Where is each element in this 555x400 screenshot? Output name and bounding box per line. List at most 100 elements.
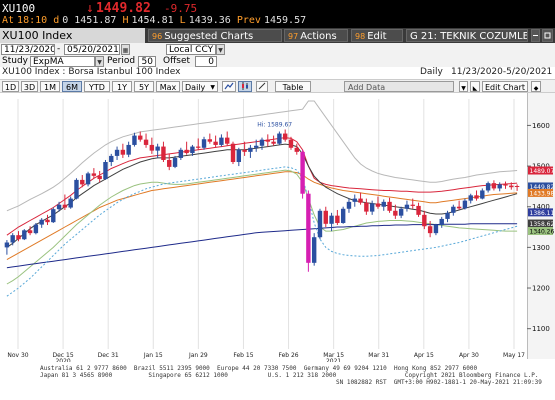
period-button-max[interactable]: Max — [156, 81, 180, 92]
candle-body — [433, 225, 439, 234]
study-select[interactable]: ExpMA — [30, 56, 95, 67]
indicator-line-2 — [6, 171, 518, 261]
candle-body — [190, 146, 195, 154]
prev-label: Prev — [236, 15, 261, 26]
year-label: 2021 — [326, 358, 341, 363]
price-chart-area[interactable]: Hi: 1589.671600150014001300120011001489.… — [0, 93, 555, 400]
candle-body — [503, 184, 508, 186]
draw-tools-icon[interactable] — [256, 81, 268, 92]
edit-chart-button[interactable]: Edit Chart — [482, 81, 528, 92]
expand-icon[interactable] — [542, 29, 553, 42]
period-button-1d[interactable]: 1D — [2, 81, 19, 92]
y-tick-label: 1200 — [532, 285, 550, 293]
candle-body — [509, 185, 514, 188]
indicator-line-0 — [6, 100, 518, 212]
actions-number: 97 — [288, 32, 299, 41]
footer-copyright-line: Japan 81 3 4565 8900 Singapore 65 6212 1… — [40, 372, 539, 379]
frequency-select[interactable]: Daily ▼ — [182, 81, 218, 92]
suggested-charts-button[interactable]: 96 Suggested Charts — [148, 29, 282, 42]
down-arrow-icon: ↓ — [86, 1, 94, 16]
period-button-1m[interactable]: 1M — [40, 81, 60, 92]
actions-button[interactable]: 97 Actions — [284, 29, 348, 42]
period-button-6m[interactable]: 6M — [62, 81, 82, 92]
x-tick-label: May 17 — [503, 352, 525, 359]
candle-body — [201, 139, 207, 148]
candle-body — [404, 204, 410, 209]
candle-body — [4, 242, 10, 248]
candle-body — [358, 198, 363, 203]
last-price: 1449.82 — [96, 1, 151, 16]
currency-select[interactable]: Local CCY — [166, 44, 216, 55]
candle-body — [369, 203, 375, 212]
price-tag-box — [528, 166, 553, 175]
low-label: L — [179, 15, 186, 26]
candle-body — [381, 201, 386, 207]
y-tick-label: 1400 — [532, 203, 550, 211]
price-tag-label: 1340.26 — [530, 229, 555, 236]
candle-body — [259, 139, 265, 146]
period-label: Period — [107, 56, 136, 66]
candle-body — [346, 201, 352, 209]
candle-body — [16, 235, 21, 240]
date-range-label: 11/23/2020-5/20/2021 — [451, 67, 553, 77]
end-date-field[interactable]: 05/20/2021 — [64, 44, 120, 55]
candle-chart-icon[interactable] — [238, 81, 252, 92]
candle-body — [329, 215, 334, 224]
edit-chart-expand-icon[interactable]: ◣ — [470, 81, 480, 92]
line-chart-icon[interactable] — [222, 81, 236, 92]
x-tick-label: Jan 15 — [143, 352, 163, 359]
candle-body — [398, 208, 404, 216]
candlestick-chart[interactable]: Hi: 1589.671600150014001300120011001489.… — [0, 93, 555, 363]
candle-body — [491, 183, 497, 189]
candle-body — [219, 137, 224, 145]
price-tag-box — [528, 188, 553, 197]
period-button-ytd[interactable]: YTD — [84, 81, 110, 92]
study-dropdown-chevron-icon[interactable]: ▼ — [95, 56, 104, 67]
calendar-icon[interactable]: ▦ — [121, 44, 130, 55]
x-tick-label: Apr 15 — [414, 352, 434, 359]
period-button-1y[interactable]: 1Y — [112, 81, 132, 92]
candle-body — [462, 200, 468, 209]
frequency-value: Daily — [185, 83, 206, 92]
ticker-symbol[interactable]: XU100 — [2, 2, 36, 15]
candle-body — [317, 210, 323, 238]
candle-body — [225, 137, 230, 144]
candle-body — [109, 155, 114, 163]
candle-body — [271, 141, 276, 144]
security-description: XU100 Index : Borsa Istanbul 100 Index — [2, 67, 181, 77]
frequency-label: Daily — [420, 67, 443, 77]
x-tick-label: Feb 26 — [278, 352, 298, 359]
candle-body — [33, 224, 39, 234]
security-field[interactable]: XU100 Index — [0, 28, 145, 43]
period-button-3d[interactable]: 3D — [21, 81, 38, 92]
candle-body — [80, 179, 85, 185]
prev-value: 1459.57 — [263, 15, 307, 26]
page-title-button[interactable]: G 21: TEKNIK COZUMLEM... — [406, 29, 528, 42]
start-date-field[interactable]: 11/23/2020 — [1, 44, 55, 55]
table-button[interactable]: Table — [275, 81, 311, 92]
period-button-5y[interactable]: 5Y — [134, 81, 154, 92]
candle-body — [213, 141, 218, 145]
edit-button[interactable]: 98 Edit — [351, 29, 403, 42]
edit-number: 98 — [355, 32, 366, 41]
period-field[interactable]: 50 — [138, 56, 156, 67]
window-control-icon[interactable] — [531, 29, 540, 42]
add-data-chevron-icon[interactable]: ▼ — [459, 81, 468, 92]
x-tick-label: Mar 31 — [368, 352, 389, 359]
price-tag-label: 1449.82 — [530, 184, 555, 191]
offset-field[interactable]: 0 — [195, 56, 217, 67]
scroll-icon[interactable]: ◆ — [531, 81, 541, 92]
bloomberg-footer: Australia 61 2 9777 8600 Brazil 5511 239… — [0, 362, 555, 400]
offset-label: Offset — [163, 56, 191, 66]
currency-dropdown-chevron-icon[interactable]: ▼ — [216, 44, 225, 55]
x-tick-label: Dec 15 — [53, 352, 74, 359]
candle-body — [451, 206, 456, 213]
candle-body — [143, 139, 149, 145]
quote-time: 18:10 — [17, 15, 48, 26]
add-data-field[interactable]: Add Data — [344, 81, 454, 92]
candle-body — [375, 203, 381, 207]
chart-parameters: 11/23/2020 - 05/20/2021 ▦ Local CCY ▼ St… — [0, 43, 555, 67]
